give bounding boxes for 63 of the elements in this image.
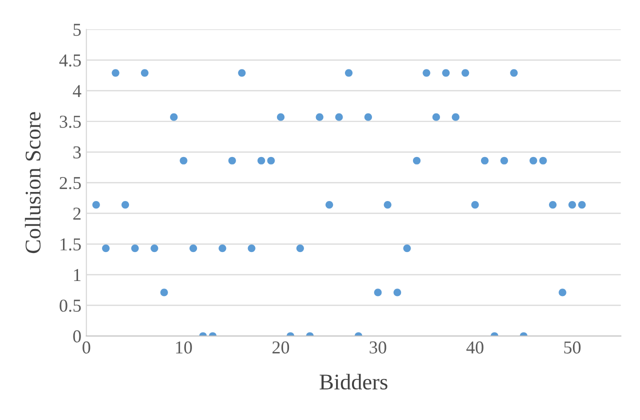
point	[150, 244, 158, 252]
point	[344, 69, 353, 77]
y-tick-label: 2.5	[60, 177, 81, 190]
point	[558, 288, 566, 296]
point	[422, 69, 430, 77]
point	[374, 288, 382, 296]
point	[471, 200, 479, 209]
y-tick-label: 1.5	[60, 238, 81, 251]
point	[462, 69, 470, 77]
point	[568, 200, 576, 209]
point	[394, 288, 402, 296]
point	[480, 156, 489, 164]
point	[131, 244, 139, 252]
point	[548, 200, 557, 209]
point	[218, 244, 226, 252]
y-tick-label: 3	[73, 146, 81, 158]
point	[539, 156, 547, 164]
y-tick-label: 5	[74, 24, 81, 36]
y-tick-label: 3.5	[60, 116, 81, 128]
point	[228, 156, 236, 164]
y-tick-label: 4.5	[59, 54, 81, 67]
point	[335, 113, 343, 121]
point	[442, 69, 450, 77]
y-tick-label: 4	[72, 85, 82, 97]
point	[257, 156, 266, 164]
point	[170, 113, 178, 121]
point	[452, 113, 460, 121]
x-tick-label: 30	[370, 341, 386, 354]
point	[384, 200, 392, 209]
point	[500, 156, 508, 164]
point	[112, 69, 120, 77]
point	[267, 156, 275, 164]
point	[403, 244, 411, 252]
point	[180, 156, 188, 164]
y-tick-label: 0	[73, 330, 81, 342]
point	[412, 156, 421, 164]
point	[296, 244, 304, 252]
point	[102, 244, 110, 252]
x-axis-title: Bidders	[320, 374, 388, 390]
point	[432, 113, 440, 121]
x-tick-label: 10	[176, 341, 192, 354]
point	[140, 69, 148, 77]
point	[189, 244, 198, 252]
y-axis-title: Collusion Score	[24, 112, 41, 254]
point	[530, 156, 538, 164]
x-tick-label: 20	[272, 341, 290, 354]
y-tick-label: 1	[74, 269, 80, 281]
point	[92, 200, 100, 209]
x-tick-label: 50	[564, 341, 581, 354]
y-tick-label: 0.5	[60, 300, 81, 312]
point	[276, 113, 285, 121]
x-tick-label: 40	[466, 341, 484, 354]
point	[121, 200, 130, 209]
point	[578, 200, 586, 209]
point	[160, 288, 168, 296]
point	[238, 69, 246, 77]
x-tick-label: 0	[82, 341, 90, 354]
point	[510, 69, 518, 77]
point	[248, 244, 256, 252]
point	[316, 113, 324, 121]
point	[364, 113, 372, 121]
point	[326, 200, 334, 209]
y-tick-label: 2	[73, 208, 81, 220]
